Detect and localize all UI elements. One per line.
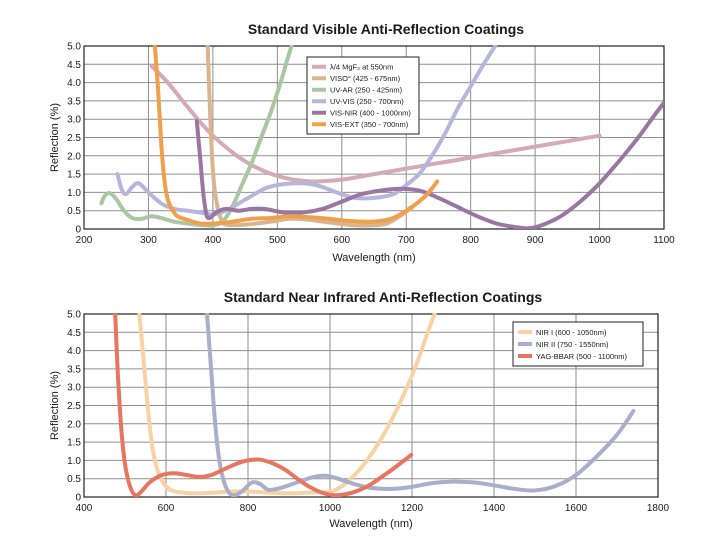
series-group: [99, 45, 664, 229]
y-tick-label: 0.5: [67, 206, 81, 217]
chart-title: Standard Near Infrared Anti-Reflection C…: [224, 289, 543, 305]
y-tick-label: 0.5: [67, 474, 81, 485]
chart-2: Standard Near Infrared Anti-Reflection C…: [49, 289, 670, 530]
y-tick-label: 4.0: [67, 78, 81, 89]
x-tick-label: 300: [140, 235, 157, 246]
x-tick-label: 1800: [647, 503, 670, 514]
y-tick-label: 2.5: [67, 133, 81, 144]
y-axis-title: Reflection (%): [49, 371, 61, 440]
y-tick-label: 2.5: [67, 401, 81, 412]
x-tick-label: 1400: [483, 503, 506, 514]
series-line: [205, 45, 415, 228]
chart-title: Standard Visible Anti-Reflection Coating…: [248, 21, 524, 37]
x-tick-label: 700: [398, 235, 415, 246]
legend-label: UV-VIS (250 - 700nm): [330, 97, 404, 106]
series-line: [137, 313, 437, 496]
series-group: [113, 313, 636, 497]
x-tick-label: 600: [158, 503, 175, 514]
series-line: [152, 45, 440, 226]
x-tick-label: 1000: [319, 503, 342, 514]
x-tick-label: 800: [240, 503, 257, 514]
x-axis-title: Wavelength (nm): [332, 252, 415, 264]
x-axis-title: Wavelength (nm): [329, 518, 412, 530]
y-tick-label: 1.0: [67, 456, 81, 467]
legend-label: YAG-BBAR (500 - 1100nm): [536, 352, 628, 361]
series-line: [113, 313, 414, 497]
y-tick-label: 4.5: [67, 60, 81, 71]
y-tick-label: 2.0: [67, 151, 81, 162]
legend-box: [512, 321, 644, 367]
legend-label: VIS-NIR (400 - 1000nm): [330, 109, 411, 118]
y-tick-label: 1.0: [67, 188, 81, 199]
series-line: [205, 313, 636, 497]
x-tick-label: 1100: [653, 235, 675, 246]
legend-label: VISO° (425 - 675nm): [330, 74, 401, 83]
x-tick-label: 400: [76, 503, 93, 514]
legend-label: VIS-EXT (350 - 700nm): [330, 120, 409, 129]
y-tick-label: 1.5: [67, 438, 81, 449]
y-tick-label: 4.5: [67, 328, 81, 339]
legend-label: NIR I (600 - 1050nm): [536, 328, 607, 337]
y-tick-label: 5.0: [67, 42, 81, 53]
chart-1: Standard Visible Anti-Reflection Coating…: [49, 21, 675, 264]
plot-frame: [83, 45, 665, 230]
y-tick-label: 3.5: [67, 364, 81, 375]
y-tick-label: 4.0: [67, 346, 81, 357]
legend-label: UV-AR (250 - 425nm): [330, 86, 403, 95]
y-tick-label: 1.5: [67, 170, 81, 181]
legend-label: λ/4 MgF₂ at 550nm: [330, 63, 393, 72]
y-tick-label: 3.5: [67, 96, 81, 107]
y-axis-title: Reflection (%): [49, 103, 61, 172]
y-tick-label: 0: [75, 493, 81, 504]
y-tick-label: 5.0: [67, 310, 81, 321]
x-tick-label: 800: [462, 235, 479, 246]
x-tick-label: 1000: [588, 235, 611, 246]
x-tick-label: 500: [269, 235, 286, 246]
y-tick-label: 3.0: [67, 115, 81, 126]
x-tick-label: 200: [76, 235, 93, 246]
x-tick-label: 1600: [565, 503, 588, 514]
x-tick-label: 900: [527, 235, 544, 246]
y-tick-label: 0: [75, 225, 81, 236]
legend-box: [306, 56, 420, 135]
legend-label: NIR II (750 - 1550nm): [536, 340, 609, 349]
y-tick-label: 3.0: [67, 383, 81, 394]
x-tick-label: 1200: [401, 503, 424, 514]
y-tick-label: 2.0: [67, 419, 81, 430]
x-tick-label: 400: [205, 235, 222, 246]
plot-frame: [83, 313, 659, 498]
series-line: [149, 64, 602, 184]
series-line: [194, 100, 664, 229]
series-line: [115, 45, 498, 217]
x-tick-label: 600: [333, 235, 350, 246]
